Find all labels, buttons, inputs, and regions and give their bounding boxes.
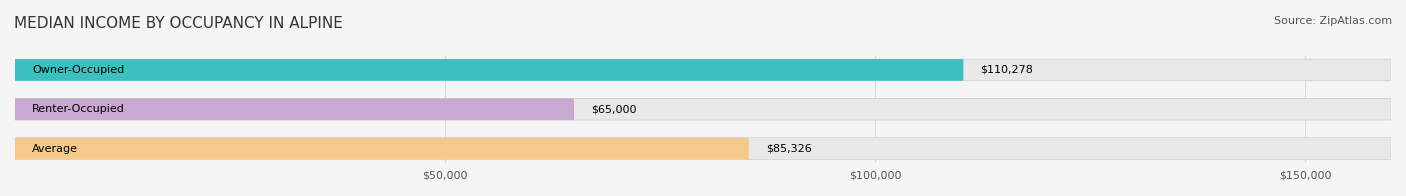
Text: Average: Average: [32, 143, 79, 153]
Text: $85,326: $85,326: [766, 143, 811, 153]
FancyBboxPatch shape: [15, 98, 1391, 120]
FancyBboxPatch shape: [15, 59, 963, 81]
Text: $65,000: $65,000: [591, 104, 637, 114]
Text: MEDIAN INCOME BY OCCUPANCY IN ALPINE: MEDIAN INCOME BY OCCUPANCY IN ALPINE: [14, 16, 343, 31]
FancyBboxPatch shape: [15, 59, 1391, 81]
Text: $110,278: $110,278: [980, 65, 1033, 75]
Text: Source: ZipAtlas.com: Source: ZipAtlas.com: [1274, 16, 1392, 26]
FancyBboxPatch shape: [15, 138, 1391, 159]
Text: Renter-Occupied: Renter-Occupied: [32, 104, 125, 114]
FancyBboxPatch shape: [15, 138, 749, 159]
FancyBboxPatch shape: [15, 98, 574, 120]
Text: Owner-Occupied: Owner-Occupied: [32, 65, 125, 75]
